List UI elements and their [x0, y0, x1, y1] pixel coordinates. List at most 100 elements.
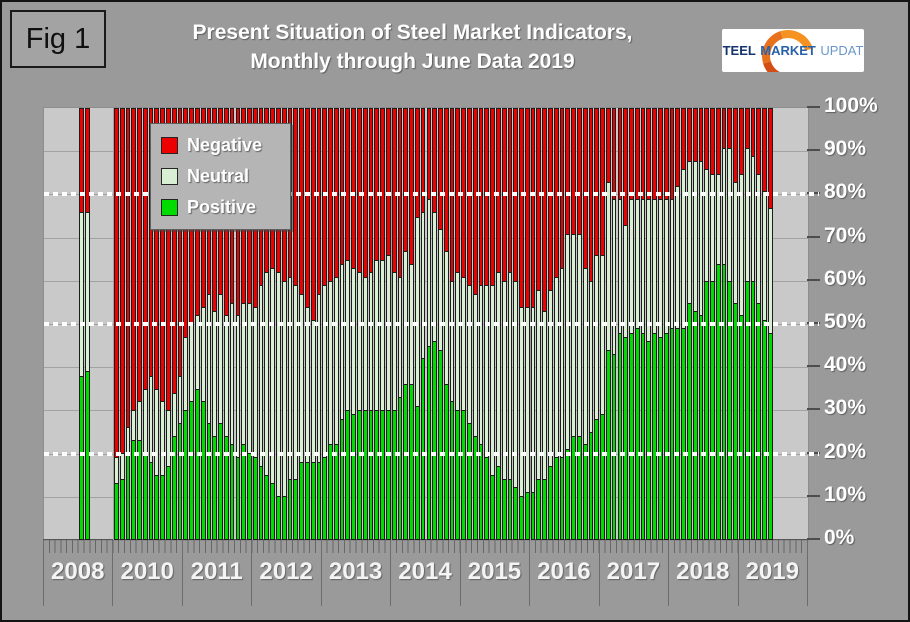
neutral-segment — [576, 233, 582, 437]
positive-segment — [600, 414, 605, 540]
year-divider — [737, 540, 739, 606]
neutral-segment — [744, 147, 750, 282]
positive-segment — [472, 435, 478, 540]
positive-segment — [131, 440, 137, 540]
neutral-segment — [663, 199, 669, 334]
positive-segment — [426, 345, 432, 540]
chart-title-line2: Monthly through June Data 2019 — [250, 50, 575, 74]
neutral-segment — [142, 388, 148, 454]
positive-segment — [125, 453, 131, 540]
positive-segment — [513, 487, 519, 540]
year-divider — [807, 540, 808, 606]
positive-segment — [467, 422, 472, 540]
positive-segment — [582, 444, 588, 540]
neutral-segment — [611, 199, 617, 356]
positive-segment — [669, 328, 675, 540]
y-tick — [807, 494, 820, 497]
neutral-segment — [565, 233, 571, 450]
positive-segment — [739, 315, 744, 540]
positive-segment — [438, 349, 443, 540]
positive-segment — [281, 496, 287, 540]
neutral-segment — [177, 375, 183, 424]
neutral-segment — [721, 147, 727, 265]
positive-segment — [530, 491, 536, 540]
positive-segment — [686, 302, 692, 540]
neutral-segment — [235, 315, 241, 459]
logo-word-market: MARKET — [760, 42, 816, 58]
neutral-segment — [686, 160, 692, 304]
neutral-segment — [287, 276, 293, 480]
positive-segment — [362, 410, 368, 540]
y-tick-label: 50% — [824, 310, 867, 333]
y-tick — [807, 365, 820, 368]
neutral-segment — [501, 281, 507, 480]
positive-segment — [501, 478, 507, 540]
positive-segment — [177, 422, 183, 540]
positive-segment — [258, 465, 264, 540]
neutral-segment — [322, 285, 328, 459]
positive-segment — [750, 281, 756, 540]
positive-segment — [449, 401, 455, 540]
neutral-segment — [206, 293, 212, 424]
neutral-segment — [299, 293, 304, 463]
positive-segment — [218, 422, 223, 540]
positive-segment — [507, 478, 513, 540]
positive-segment — [304, 461, 310, 540]
positive-segment — [374, 410, 380, 540]
neutral-segment — [189, 324, 194, 403]
positive-segment — [166, 465, 171, 540]
positive-segment — [576, 435, 582, 540]
legend-item-positive: Positive — [161, 197, 280, 218]
y-tick-label: 40% — [824, 353, 867, 377]
positive-segment — [478, 444, 484, 540]
neutral-segment — [374, 259, 380, 411]
neutral-segment — [594, 255, 600, 420]
year-divider — [390, 540, 392, 606]
positive-segment — [351, 414, 357, 540]
y-tick-label: 0% — [824, 526, 855, 549]
positive-segment — [681, 328, 686, 540]
neutral-segment — [467, 285, 472, 424]
positive-segment — [623, 336, 629, 540]
positive-segment — [640, 332, 646, 540]
year-divider — [459, 540, 461, 606]
y-tick — [807, 106, 820, 108]
positive-segment — [148, 461, 154, 540]
neutral-segment — [733, 182, 739, 304]
neutral-segment — [600, 255, 605, 416]
y-tick-label: 90% — [824, 137, 867, 161]
neutral-segment — [629, 199, 634, 334]
neutral-segment — [218, 293, 223, 424]
year-label: 2008 — [51, 558, 105, 585]
neutral-segment — [767, 207, 773, 334]
neutral-segment — [571, 233, 576, 437]
positive-segment — [119, 478, 125, 540]
neutral-segment — [472, 293, 478, 437]
legend: Negative Neutral Positive — [150, 123, 291, 230]
neutral-segment — [316, 293, 322, 463]
positive-segment — [767, 332, 773, 540]
positive-segment — [698, 315, 704, 540]
positive-segment — [414, 405, 420, 540]
neutral-segment — [646, 199, 652, 343]
y-tick-label: 20% — [824, 439, 867, 463]
neutral-segment — [171, 392, 177, 437]
positive-segment — [397, 397, 403, 540]
neutral-segment — [125, 427, 131, 454]
neutral-segment — [333, 276, 339, 446]
gridline-horizontal — [44, 280, 808, 282]
y-tick-label: 80% — [824, 180, 867, 204]
positive-segment — [692, 311, 698, 540]
neutral-segment — [154, 388, 160, 476]
neutral-segment — [530, 306, 536, 493]
neutral-segment — [397, 276, 403, 399]
chart-title: Present Situation of Steel Market Indica… — [112, 18, 713, 77]
positive-segment — [524, 491, 530, 540]
x-axis-line — [43, 539, 820, 540]
year-label: 2015 — [467, 558, 522, 585]
neutral-segment — [727, 147, 733, 282]
x-axis-month-ticks — [43, 540, 808, 553]
positive-segment — [183, 410, 189, 540]
y-tick-label: 60% — [824, 266, 867, 290]
neutral-segment — [403, 250, 409, 386]
